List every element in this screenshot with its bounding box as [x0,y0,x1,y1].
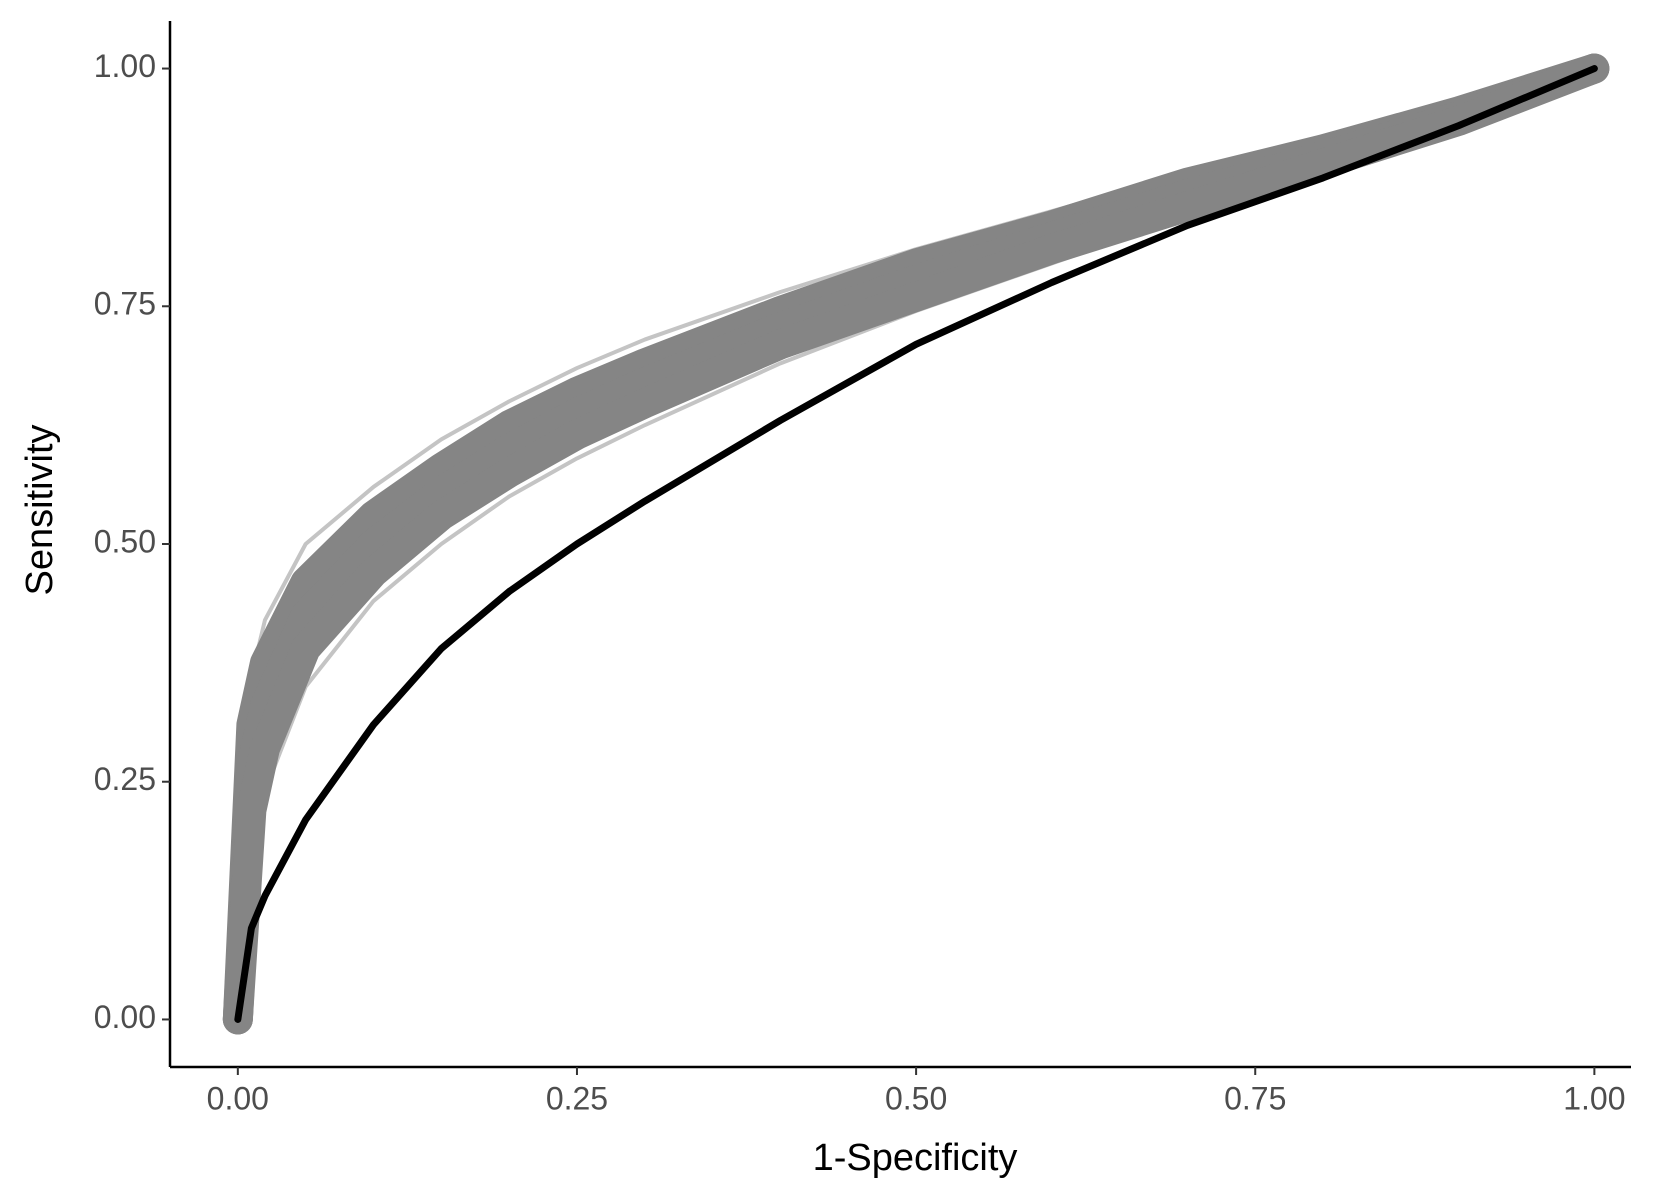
x-tick-label: 0.25 [546,1080,608,1116]
y-axis-title: Sensitivity [19,424,61,595]
y-tick-label: 0.50 [94,523,156,559]
x-tick-label: 1.00 [1563,1080,1625,1116]
x-tick-label: 0.00 [207,1080,269,1116]
x-tick-label: 0.50 [885,1080,947,1116]
roc-curve [235,66,1597,1022]
y-tick-label: 0.25 [94,761,156,797]
roc-curve [222,53,1610,1035]
roc-curve [234,65,1598,1023]
x-tick-label: 0.75 [1224,1080,1286,1116]
y-tick-label: 1.00 [94,48,156,84]
x-axis-title: 1-Specificity [813,1137,1018,1179]
y-tick-label: 0.75 [94,286,156,322]
y-tick-label: 0.00 [94,999,156,1035]
